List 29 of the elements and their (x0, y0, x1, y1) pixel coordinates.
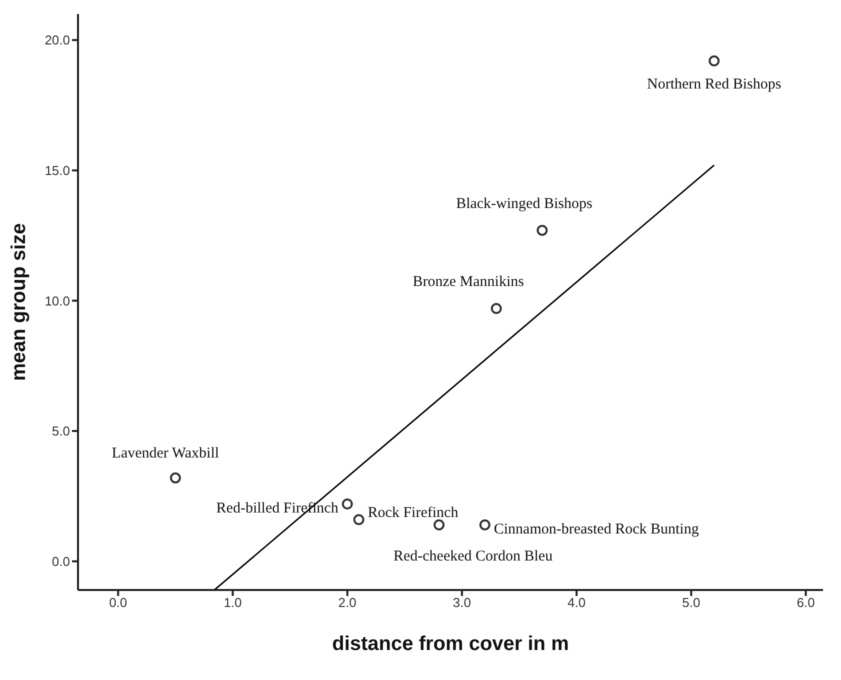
x-tick-label: 0.0 (109, 595, 128, 610)
x-tick-label: 5.0 (682, 595, 700, 610)
x-tick-label: 4.0 (568, 595, 586, 610)
x-tick-label: 2.0 (338, 595, 356, 610)
y-tick-label: 15.0 (44, 162, 70, 178)
y-axis-title: mean group size (8, 223, 30, 381)
point (434, 519, 445, 530)
annotation: Bronze Mannikins (412, 274, 524, 290)
y-tick-label: 0.0 (52, 554, 70, 569)
point (490, 303, 502, 314)
x-tick-label: 3.0 (452, 595, 471, 610)
y-tick-label: 5.0 (52, 424, 70, 439)
y-tick-label: 10.0 (44, 293, 70, 308)
annotation: Lavender Waxbill (112, 445, 220, 462)
annotation: Red-cheeked Cordon Bleu (393, 548, 554, 564)
x-axis-title: distance from cover in m (332, 633, 569, 655)
point (479, 519, 490, 530)
point (342, 498, 353, 510)
annotation: Black-winged Bishops (456, 196, 592, 212)
annotation: Cinnamon-breasted Rock Bunting (494, 521, 700, 538)
annotation: Northern Red Bishops (647, 76, 782, 92)
point (353, 514, 364, 526)
annotation: Rock Firefinch (368, 505, 459, 522)
x-tick-label: 1.0 (224, 595, 242, 610)
y-tick-label: 20.0 (44, 32, 70, 48)
x-tick-label: 6.0 (796, 595, 815, 610)
point (708, 55, 720, 66)
point (170, 472, 181, 484)
point (536, 224, 548, 236)
